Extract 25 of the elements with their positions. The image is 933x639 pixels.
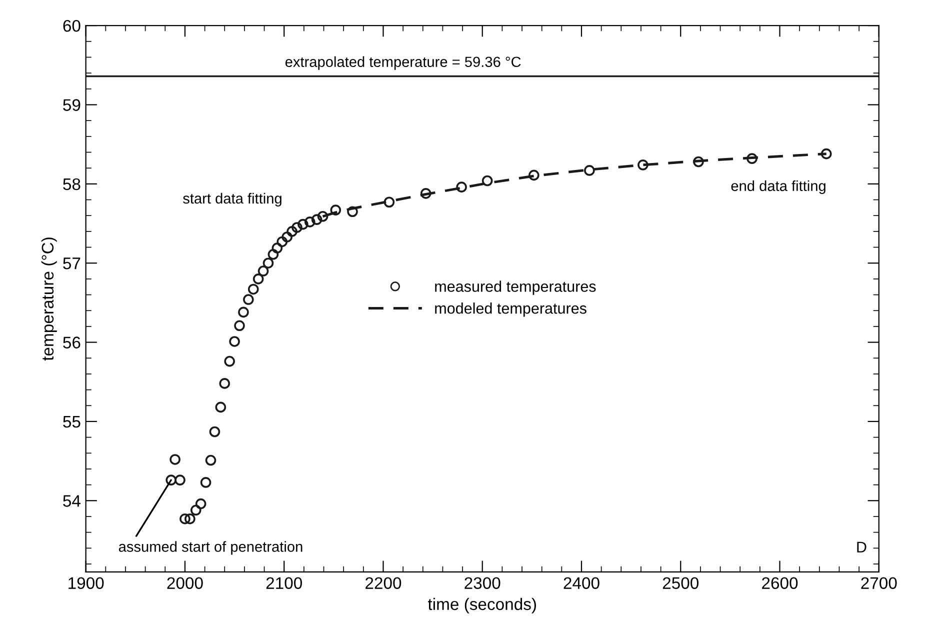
- y-tick-label: 54: [63, 495, 80, 507]
- y-tick-label: 56: [63, 336, 80, 348]
- y-tick-label: 58: [63, 178, 80, 190]
- x-tick-label: 2600: [762, 577, 798, 590]
- legend-label: measured temperatures: [435, 280, 596, 295]
- x-tick-label: 2000: [167, 577, 203, 590]
- y-tick-label: 59: [63, 99, 80, 111]
- x-tick-label: 2100: [266, 577, 302, 590]
- annotation: D: [857, 542, 866, 552]
- annotation: start data fitting: [183, 192, 282, 207]
- x-tick-label: 1900: [68, 577, 104, 590]
- legend-label: modeled temperatures: [435, 302, 586, 317]
- annotation: assumed start of penetration: [118, 541, 302, 555]
- x-tick-label: 2500: [662, 577, 699, 590]
- y-tick-label: 60: [63, 20, 80, 32]
- y-tick-label: 55: [63, 416, 80, 428]
- x-tick-label: 2200: [366, 577, 402, 590]
- annotation: end data fitting: [731, 180, 826, 194]
- x-tick-label: 2400: [564, 577, 600, 590]
- x-tick-label: 2300: [464, 577, 500, 590]
- x-axis-title: time (seconds): [428, 598, 536, 614]
- x-tick-label: 2700: [861, 577, 897, 590]
- ref-line-label: extrapolated temperature = 59.36 °C: [285, 56, 521, 70]
- y-axis-title: temperature (°C): [41, 238, 57, 361]
- y-tick-label: 57: [63, 258, 80, 270]
